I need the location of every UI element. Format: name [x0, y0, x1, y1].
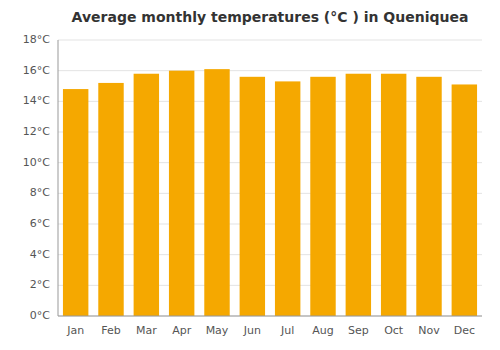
grid-line — [58, 40, 482, 41]
x-tick-label: Feb — [101, 324, 120, 337]
bar — [204, 69, 229, 316]
y-tick-label: 18°C — [23, 33, 50, 46]
y-tick-label: 2°C — [30, 278, 50, 291]
grid-line — [58, 70, 482, 71]
y-tick-label: 4°C — [30, 248, 50, 261]
x-tick-label: Oct — [384, 324, 404, 337]
x-tick-label: May — [206, 324, 229, 337]
y-axis-line — [58, 40, 59, 316]
y-tick-label: 12°C — [23, 125, 50, 138]
y-axis: 0°C 2°C 4°C 6°C 8°C 10°C 12°C 14°C 16°C 18°C — [23, 33, 482, 322]
bar — [98, 83, 123, 316]
x-tick-label: Jan — [66, 324, 84, 337]
x-tick-label: Nov — [418, 324, 440, 337]
page: {"chart_data": {"type": "bar", "title": … — [0, 0, 500, 350]
y-tick-label: 0°C — [30, 309, 50, 322]
x-axis: Jan Feb Mar Apr May Jun Jul Aug Sep Oct Nov Dec — [66, 324, 475, 337]
bar — [381, 74, 406, 316]
x-axis-line — [58, 316, 482, 317]
x-tick-label: Aug — [312, 324, 333, 337]
bar — [63, 89, 88, 316]
bar — [134, 74, 159, 316]
bar — [310, 77, 335, 316]
y-tick-label: 16°C — [23, 64, 50, 77]
x-tick-label: Jul — [280, 324, 294, 337]
bar — [346, 74, 371, 316]
x-tick-label: Jun — [243, 324, 261, 337]
y-tick-label: 14°C — [23, 94, 50, 107]
x-tick-label: Dec — [454, 324, 475, 337]
bar — [275, 81, 300, 316]
bar — [240, 77, 265, 316]
x-tick-label: Mar — [136, 324, 157, 337]
y-tick-label: 10°C — [23, 156, 50, 169]
bar — [169, 71, 194, 316]
bar — [452, 84, 477, 316]
bar — [416, 77, 441, 316]
grid-line — [58, 316, 482, 317]
y-tick-label: 6°C — [30, 217, 50, 230]
x-tick-label: Apr — [172, 324, 192, 337]
title: Average monthly temperatures (°C ) in Qu… — [72, 9, 469, 25]
x-tick-label: Sep — [348, 324, 369, 337]
y-tick-label: 8°C — [30, 186, 50, 199]
chart: Average monthly temperatures (°C ) in Qu… — [0, 0, 500, 350]
bars — [63, 69, 477, 316]
